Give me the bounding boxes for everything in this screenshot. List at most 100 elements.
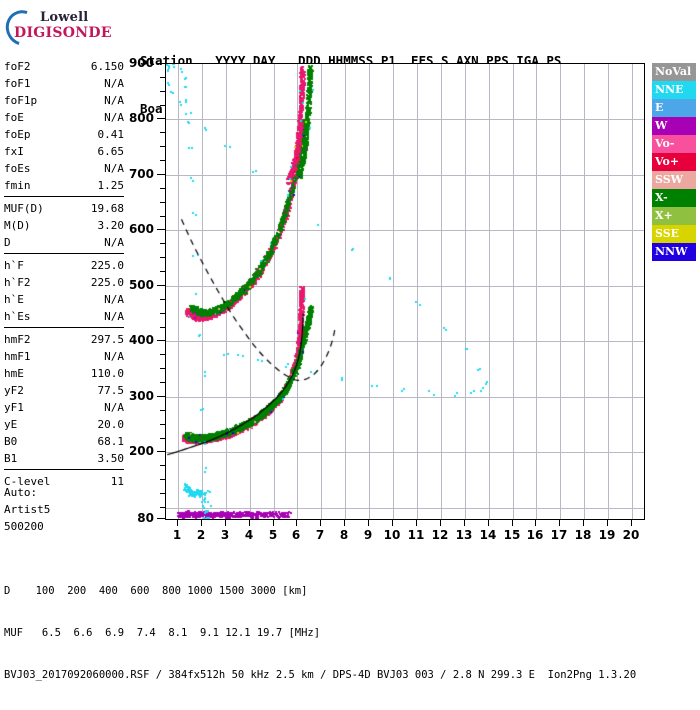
parameter-row: C-level 11 (4, 473, 124, 490)
parameter-row: foF1p N/A (4, 92, 124, 109)
x-axis-label: 19 (598, 528, 616, 542)
parameter-key: foF1p (4, 94, 38, 107)
polarization-legend[interactable]: NoVal NNE E W Vo- Vo+ SSW X- X+ SSE NNW (652, 63, 696, 261)
parameter-group: hmF2 297.5 hmF1 N/A hmE 110.0 yF2 77.5 yF1 N/A yE 2… (4, 331, 124, 470)
legend-item-x-[interactable]: X- (652, 189, 696, 207)
parameter-row: hmE 110.0 (4, 365, 124, 382)
x-axis-tick (201, 520, 202, 526)
y-axis-tick-minor (160, 216, 165, 217)
legend-item-vo-[interactable]: Vo- (652, 135, 696, 153)
parameter-key: yF1 (4, 401, 24, 414)
x-axis-tick (225, 520, 226, 526)
parameter-key: foEp (4, 128, 31, 141)
y-axis-tick-minor (160, 257, 165, 258)
y-axis-tick (157, 63, 165, 64)
x-axis-label: 20 (622, 528, 640, 542)
y-axis-tick-minor (160, 77, 165, 78)
parameter-row: fxI 6.65 (4, 143, 124, 160)
legend-item-ssw[interactable]: SSW (652, 171, 696, 189)
y-axis-label: 800 (128, 111, 154, 125)
y-axis-tick-minor (160, 410, 165, 411)
footer-info: D 100 200 400 600 800 1000 1500 3000 [km… (4, 556, 636, 710)
y-axis: 80 200 300 400 500 600 700 800 900 (128, 56, 165, 525)
parameter-value: N/A (104, 94, 124, 107)
y-axis-tick (157, 518, 165, 519)
legend-item-nne[interactable]: NNE (652, 81, 696, 99)
auto-line: Artist5 (4, 503, 51, 516)
legend-item-vo-[interactable]: Vo+ (652, 153, 696, 171)
parameter-value: 19.68 (90, 202, 124, 215)
x-axis-label: 18 (574, 528, 592, 542)
y-axis-tick-minor (160, 160, 165, 161)
parameter-value: 6.65 (97, 145, 125, 158)
parameter-row: hmF1 N/A (4, 348, 124, 365)
parameter-row: B1 3.50 (4, 450, 124, 467)
parameter-value: N/A (104, 111, 124, 124)
x-axis-tick (440, 520, 441, 526)
x-axis-tick (249, 520, 250, 526)
parameter-value: N/A (104, 293, 124, 306)
y-axis-tick-minor (160, 354, 165, 355)
parameter-key: B0 (4, 435, 18, 448)
y-axis-tick (157, 451, 165, 452)
auto-scaling-block: Auto: Artist5 500200 (4, 484, 124, 535)
x-axis-label: 5 (268, 528, 278, 542)
parameter-row: foEs N/A (4, 160, 124, 177)
legend-item-nnw[interactable]: NNW (652, 243, 696, 261)
parameter-key: h`F (4, 259, 24, 272)
parameter-key: yF2 (4, 384, 24, 397)
x-axis-label: 17 (550, 528, 568, 542)
y-axis-tick-minor (160, 299, 165, 300)
footer-file-row: BVJ03_2017092060000.RSF / 384fx512h 50 k… (4, 669, 637, 681)
x-axis-tick (344, 520, 345, 526)
auto-line: 500200 (4, 520, 44, 533)
y-axis-tick (157, 174, 165, 175)
x-axis-label: 12 (431, 528, 449, 542)
y-axis-tick-minor (160, 105, 165, 106)
legend-item-w[interactable]: W (652, 117, 696, 135)
parameter-value: 11 (110, 475, 124, 488)
y-axis-tick-minor (160, 465, 165, 466)
parameter-key: MUF(D) (4, 202, 44, 215)
legend-item-x-[interactable]: X+ (652, 207, 696, 225)
x-axis-tick (296, 520, 297, 526)
parameter-value: 0.41 (97, 128, 125, 141)
x-axis-tick (583, 520, 584, 526)
y-axis-tick-minor (160, 202, 165, 203)
y-axis-tick-minor (160, 271, 165, 272)
parameter-row: M(D) 3.20 (4, 217, 124, 234)
parameter-key: foE (4, 111, 24, 124)
y-axis-label: 300 (128, 389, 154, 403)
parameter-row: yE 20.0 (4, 416, 124, 433)
parameter-row: h`F 225.0 (4, 257, 124, 274)
x-axis-tick (273, 520, 274, 526)
x-axis: 1 2 3 4 5 6 7 8 9 10 11 12 13 14 15 16 17 18 19 20 (165, 520, 645, 548)
parameter-group: C-level 11 (4, 473, 124, 492)
parameter-row: foEp 0.41 (4, 126, 124, 143)
parameter-row: foE N/A (4, 109, 124, 126)
x-axis-tick (631, 520, 632, 526)
legend-item-noval[interactable]: NoVal (652, 63, 696, 81)
x-axis-label: 11 (407, 528, 425, 542)
y-axis-tick-minor (160, 438, 165, 439)
parameter-value: 20.0 (97, 418, 125, 431)
y-axis-tick (157, 340, 165, 341)
x-axis-tick (464, 520, 465, 526)
footer-muf-row: MUF 6.5 6.6 6.9 7.4 8.1 9.1 12.1 19.7 [M… (4, 627, 321, 639)
x-axis-label: 7 (315, 528, 325, 542)
parameter-value: N/A (104, 77, 124, 90)
y-axis-tick-minor (160, 424, 165, 425)
y-axis-tick-minor (160, 146, 165, 147)
ionogram-canvas[interactable] (166, 64, 644, 519)
x-axis-tick (559, 520, 560, 526)
parameter-key: hmF2 (4, 333, 31, 346)
legend-item-sse[interactable]: SSE (652, 225, 696, 243)
parameter-key: B1 (4, 452, 18, 465)
x-axis-tick (488, 520, 489, 526)
y-axis-tick (157, 229, 165, 230)
ionogram-plot[interactable] (165, 63, 645, 520)
parameter-key: foF2 (4, 60, 31, 73)
y-axis-tick-minor (160, 493, 165, 494)
parameter-value: N/A (104, 310, 124, 323)
legend-item-e[interactable]: E (652, 99, 696, 117)
